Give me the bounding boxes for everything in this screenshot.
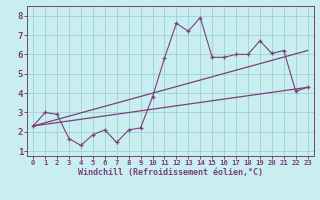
- X-axis label: Windchill (Refroidissement éolien,°C): Windchill (Refroidissement éolien,°C): [78, 168, 263, 177]
